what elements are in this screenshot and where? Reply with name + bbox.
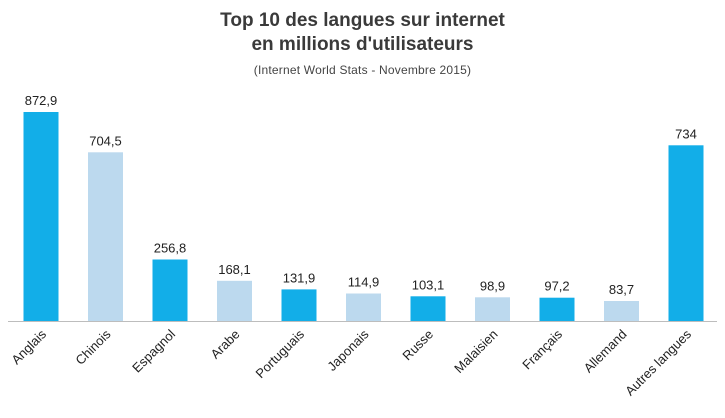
- bar-arabe: [217, 280, 252, 321]
- x-tick-label: Français: [519, 326, 565, 372]
- bar-russe: [410, 296, 446, 321]
- data-label: 734: [675, 126, 697, 141]
- chart-title-line2: en millions d'utilisateurs: [251, 34, 474, 55]
- x-tick-label: Anglais: [8, 326, 49, 367]
- x-tick-label: Japonais: [324, 326, 372, 374]
- bar-japonais: [346, 293, 381, 321]
- bar-malaisien: [475, 297, 510, 321]
- bar-chinois: [88, 152, 123, 321]
- x-tick-label: Portuguais: [253, 326, 308, 381]
- bar-allemand: [604, 301, 639, 321]
- chart-title-line1: Top 10 des langues sur internet: [220, 10, 505, 31]
- x-tick-label: Russe: [399, 327, 436, 364]
- bar-autres-langues: [668, 145, 704, 321]
- data-label: 168,1: [218, 262, 251, 277]
- bar-espagnol: [152, 259, 188, 321]
- chart-subtitle: (Internet World Stats - Novembre 2015): [253, 63, 472, 77]
- data-label: 98,9: [480, 278, 505, 293]
- data-label: 97,2: [544, 279, 569, 294]
- data-label: 256,8: [154, 241, 187, 256]
- bar-anglais: [23, 112, 59, 321]
- data-label: 103,1: [412, 277, 445, 292]
- data-label: 872,9: [25, 93, 58, 108]
- x-tick-label: Autres langues: [622, 326, 694, 398]
- x-tick-label: Malaisien: [451, 327, 500, 376]
- data-label: 114,9: [348, 275, 380, 290]
- x-tick-label: Espagnol: [129, 326, 178, 375]
- data-label: 83,7: [609, 282, 634, 297]
- data-label: 131,9: [283, 270, 316, 285]
- bar-français: [539, 297, 575, 321]
- x-tick-label: Allemand: [581, 327, 630, 376]
- data-label: 704,5: [89, 133, 122, 148]
- x-tick-label: Chinois: [72, 326, 114, 368]
- x-tick-label: Arabe: [207, 327, 242, 362]
- bar-portuguais: [281, 289, 317, 321]
